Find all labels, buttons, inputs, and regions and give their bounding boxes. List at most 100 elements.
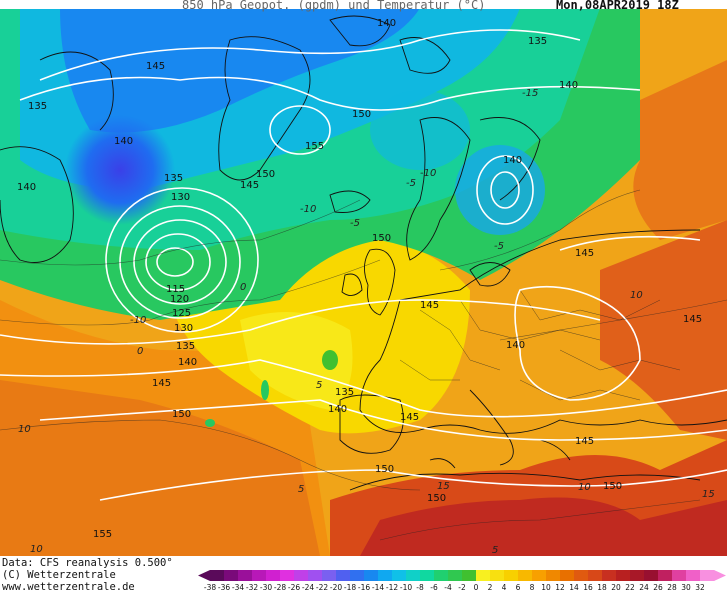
legend-tick-label: -32 — [246, 583, 258, 592]
legend-tick-label: 6 — [516, 583, 521, 592]
legend-swatch — [308, 570, 323, 581]
legend-swatch — [322, 570, 337, 581]
temp-label: 5 — [298, 484, 304, 495]
legend-tick-label: 20 — [611, 583, 621, 592]
legend-swatch — [672, 570, 687, 581]
legend-swatch — [280, 570, 295, 581]
legend-arrow-right — [714, 570, 726, 581]
temperature-fields — [0, 8, 727, 556]
legend-swatch — [518, 570, 533, 581]
legend-tick-label: 26 — [653, 583, 663, 592]
geo-label: 150 — [352, 109, 371, 120]
legend-tick-label: -30 — [260, 583, 272, 592]
legend-tick-label: -10 — [400, 583, 412, 592]
legend-tick-label: 2 — [488, 583, 493, 592]
geo-label: 150 — [603, 481, 622, 492]
legend-swatch — [644, 570, 659, 581]
legend-tick-label: 28 — [667, 583, 677, 592]
legend-swatch — [602, 570, 617, 581]
legend-tick-label: -8 — [416, 583, 424, 592]
legend-swatch — [434, 570, 449, 581]
legend-tick-label: -24 — [302, 583, 314, 592]
legend-tick-label: -18 — [344, 583, 356, 592]
temp-label: 10 — [18, 424, 31, 435]
geo-label: 145 — [575, 436, 594, 447]
geo-label: 135 — [176, 341, 195, 352]
geo-label: 135 — [164, 173, 183, 184]
geo-label: 150 — [375, 464, 394, 475]
temp-label: 5 — [492, 545, 498, 556]
legend-tick-label: -28 — [274, 583, 286, 592]
geo-label: 145 — [400, 412, 419, 423]
geo-label: 150 — [256, 169, 275, 180]
geopotential-contours — [0, 29, 727, 501]
data-source: Data: CFS reanalysis 0.500° — [2, 557, 173, 569]
legend-tick-label: -26 — [288, 583, 300, 592]
legend-tick-label: 22 — [625, 583, 635, 592]
legend-tick-label: 0 — [474, 583, 479, 592]
legend-swatch — [420, 570, 435, 581]
legend-tick-label: -14 — [372, 583, 384, 592]
legend-swatch — [294, 570, 309, 581]
geo-label: 120 — [170, 294, 189, 305]
legend-swatch — [448, 570, 463, 581]
legend-tick-label: -34 — [232, 583, 244, 592]
legend-tick-label: -4 — [444, 583, 452, 592]
geopotential-labels: 140 135 145 135 140 150 155 150 145 140 … — [17, 18, 702, 540]
geo-label: 145 — [420, 300, 439, 311]
legend-tick-label: 8 — [530, 583, 535, 592]
geo-label: 150 — [372, 233, 391, 244]
geo-label: 140 — [377, 18, 396, 29]
temp-label: 5 — [316, 380, 322, 391]
legend-swatch — [546, 570, 561, 581]
header-strip — [0, 0, 727, 9]
country-borders — [399, 289, 681, 401]
temp-label: 0 — [240, 282, 246, 293]
geo-label: 135 — [335, 387, 354, 398]
geo-label: 150 — [427, 493, 446, 504]
legend-swatch — [686, 570, 701, 581]
map-title: 850 hPa Geopot. (gpdm) und Temperatur (°… — [182, 0, 486, 12]
legend-swatch — [392, 570, 407, 581]
legend-tick-label: -16 — [358, 583, 370, 592]
legend-tick-label: -36 — [218, 583, 230, 592]
legend-tick-label: 32 — [695, 583, 705, 592]
legend-swatch — [266, 570, 281, 581]
legend-swatch — [462, 570, 477, 581]
website-url: www.wetterzentrale.de — [2, 581, 135, 593]
legend-swatch — [700, 570, 715, 581]
temp-label: 10 — [578, 482, 591, 493]
legend-swatch — [630, 570, 645, 581]
geo-label: 140 — [506, 340, 525, 351]
geo-label: 125 — [172, 308, 191, 319]
legend-swatch — [616, 570, 631, 581]
legend-tick-label: 4 — [502, 583, 507, 592]
geo-label: 140 — [114, 136, 133, 147]
geo-label: 145 — [152, 378, 171, 389]
legend-tick-label: 14 — [569, 583, 579, 592]
legend-swatch — [490, 570, 505, 581]
temp-label: -10 — [300, 204, 316, 215]
legend-tick-label: 18 — [597, 583, 607, 592]
geo-label: 140 — [17, 182, 36, 193]
legend-tick-label: 24 — [639, 583, 649, 592]
geo-label: 135 — [528, 36, 547, 47]
geo-label: 115 — [166, 284, 185, 295]
temperature-legend — [198, 570, 726, 581]
legend-swatch — [504, 570, 519, 581]
legend-tick-label: -12 — [386, 583, 398, 592]
geo-label: 135 — [28, 101, 47, 112]
legend-swatch — [406, 570, 421, 581]
temp-label: -5 — [494, 241, 504, 252]
temp-label: 10 — [30, 544, 43, 555]
legend-tick-label: -20 — [330, 583, 342, 592]
temp-label: 10 — [630, 290, 643, 301]
legend-swatch — [378, 570, 393, 581]
legend-swatch — [238, 570, 253, 581]
temperature-labels: -15 -10 -5 -10 -5 0 5 -10 -5 0 10 5 10 1… — [18, 88, 715, 556]
legend-tick-label: -2 — [458, 583, 466, 592]
legend-tick-label: 16 — [583, 583, 593, 592]
geo-label: 140 — [328, 404, 347, 415]
legend-swatch — [336, 570, 351, 581]
